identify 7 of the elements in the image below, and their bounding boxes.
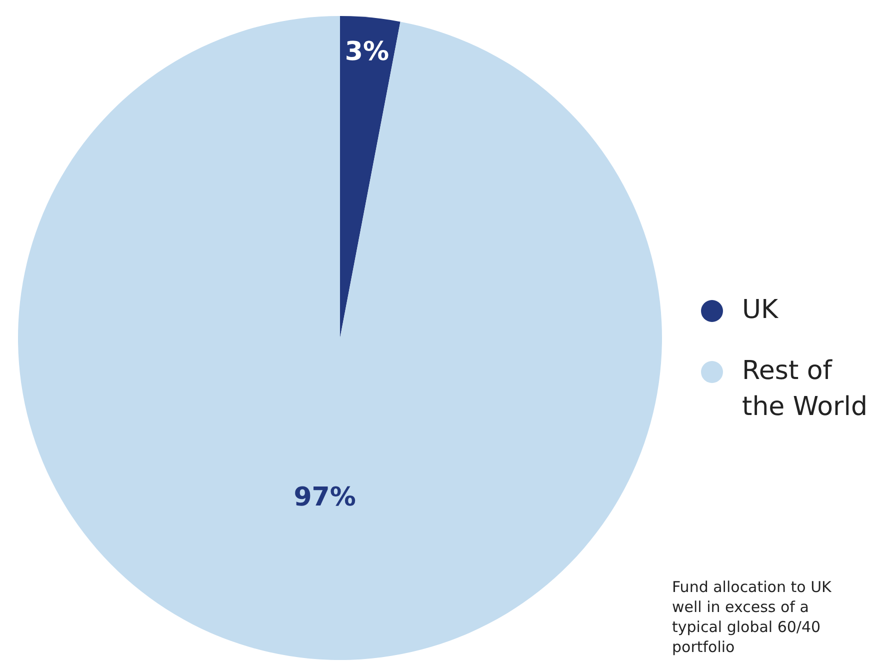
legend-label: Rest of the World [742, 356, 868, 422]
data-label: 97% [294, 482, 356, 512]
text: Fund allocation to UK well in excess of a typical global 60/40 portfolio [672, 578, 833, 656]
legend-label: UK [742, 295, 780, 326]
data-label: 3% [344, 36, 390, 67]
pie-slice [18, 16, 662, 660]
pie-slice [340, 16, 400, 338]
